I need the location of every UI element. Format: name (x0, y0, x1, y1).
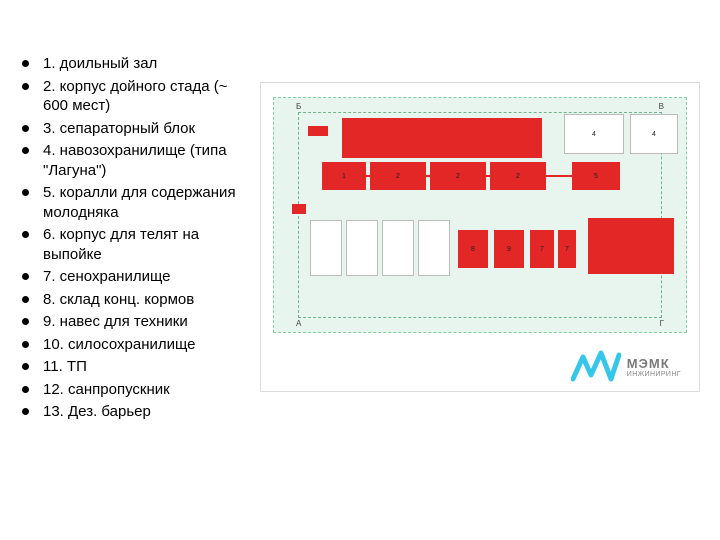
plan-connector (366, 175, 372, 177)
bullet-icon (22, 125, 29, 132)
site-plan: Б В А Г 12225448977 (273, 97, 687, 333)
legend-item: 10. силосохранилище (22, 335, 237, 355)
block-label: 2 (490, 162, 546, 190)
block-label: 2 (370, 162, 426, 190)
plan-block-b_strip (342, 118, 542, 158)
plan-block-b10a (310, 220, 342, 276)
corner-label-tr: В (659, 102, 664, 111)
plan-block-b10c (382, 220, 414, 276)
legend-item: 2. корпус дойного стада (~ 600 мест) (22, 77, 237, 116)
logo-wave-icon (571, 349, 621, 385)
legend-item-label: 10. силосохранилище (43, 335, 196, 355)
plan-block-b10b (346, 220, 378, 276)
plan-block-b2b: 2 (430, 162, 486, 190)
plan-block-b2a: 2 (370, 162, 426, 190)
legend-item-label: 9. навес для техники (43, 312, 188, 332)
logo-main: МЭМК (627, 356, 681, 371)
plan-block-b_big (588, 218, 674, 274)
bullet-icon (22, 408, 29, 415)
legend-item-label: 7. сенохранилище (43, 267, 170, 287)
block-label: 7 (558, 230, 576, 268)
plan-block-b2c: 2 (490, 162, 546, 190)
legend-list: 1. доильный зал 2. корпус дойного стада (… (22, 54, 237, 422)
plan-block-b10d (418, 220, 450, 276)
legend-item: 4. навозохранилище (типа "Лагуна") (22, 141, 237, 180)
bullet-icon (22, 318, 29, 325)
legend-item-label: 3. сепараторный блок (43, 119, 195, 139)
block-label: 1 (322, 162, 366, 190)
plan-block-b3 (308, 126, 328, 136)
legend-item-label: 13. Дез. барьер (43, 402, 151, 422)
block-label: 8 (458, 230, 488, 268)
bullet-icon (22, 341, 29, 348)
block-label: 4 (631, 115, 677, 153)
legend-item: 6. корпус для телят на выпойке (22, 225, 237, 264)
legend-item-label: 8. склад конц. кормов (43, 290, 194, 310)
corner-label-bl: А (296, 319, 301, 328)
plan-connector (546, 175, 572, 177)
legend-item-label: 1. доильный зал (43, 54, 157, 74)
legend-item-label: 5. коралли для содержания молодняка (43, 183, 237, 222)
legend-item: 7. сенохранилище (22, 267, 237, 287)
plan-block-b9: 9 (494, 230, 524, 268)
legend-item-label: 4. навозохранилище (типа "Лагуна") (43, 141, 237, 180)
block-label: 7 (530, 230, 554, 268)
bullet-icon (22, 273, 29, 280)
block-label: 2 (430, 162, 486, 190)
legend-item-label: 2. корпус дойного стада (~ 600 мест) (43, 77, 237, 116)
plan-block-b1: 1 (322, 162, 366, 190)
legend-item-label: 6. корпус для телят на выпойке (43, 225, 237, 264)
corner-label-tl: Б (296, 102, 301, 111)
bullet-icon (22, 296, 29, 303)
bullet-icon (22, 189, 29, 196)
bullet-icon (22, 231, 29, 238)
plan-block-b7b: 7 (558, 230, 576, 268)
legend-item: 8. склад конц. кормов (22, 290, 237, 310)
plan-block-b5: 5 (572, 162, 620, 190)
plan-block-b4a: 4 (564, 114, 624, 154)
legend-item: 9. навес для техники (22, 312, 237, 332)
plan-block-b12 (292, 204, 306, 214)
plan-block-b8: 8 (458, 230, 488, 268)
bullet-icon (22, 363, 29, 370)
legend-item: 13. Дез. барьер (22, 402, 237, 422)
logo-sub: ИНЖИНИРИНГ (627, 371, 681, 378)
bullet-icon (22, 83, 29, 90)
block-label: 4 (565, 115, 623, 153)
legend-item-label: 11. ТП (43, 357, 87, 377)
diagram-container: Б В А Г 12225448977 МЭМК ИНЖИНИРИНГ (260, 82, 700, 392)
logo: МЭМК ИНЖИНИРИНГ (571, 349, 681, 385)
legend-item: 11. ТП (22, 357, 237, 377)
logo-text: МЭМК ИНЖИНИРИНГ (627, 356, 681, 378)
corner-label-br: Г (660, 319, 664, 328)
plan-connector (426, 175, 432, 177)
plan-block-b4b: 4 (630, 114, 678, 154)
legend-item: 12. санпропускник (22, 380, 237, 400)
legend-item: 1. доильный зал (22, 54, 237, 74)
legend-panel: 1. доильный зал 2. корпус дойного стада (… (22, 54, 237, 425)
legend-item: 5. коралли для содержания молодняка (22, 183, 237, 222)
block-label: 5 (572, 162, 620, 190)
legend-item: 3. сепараторный блок (22, 119, 237, 139)
block-label: 9 (494, 230, 524, 268)
plan-block-b7: 7 (530, 230, 554, 268)
bullet-icon (22, 60, 29, 67)
bullet-icon (22, 147, 29, 154)
bullet-icon (22, 386, 29, 393)
plan-connector (486, 175, 492, 177)
legend-item-label: 12. санпропускник (43, 380, 170, 400)
